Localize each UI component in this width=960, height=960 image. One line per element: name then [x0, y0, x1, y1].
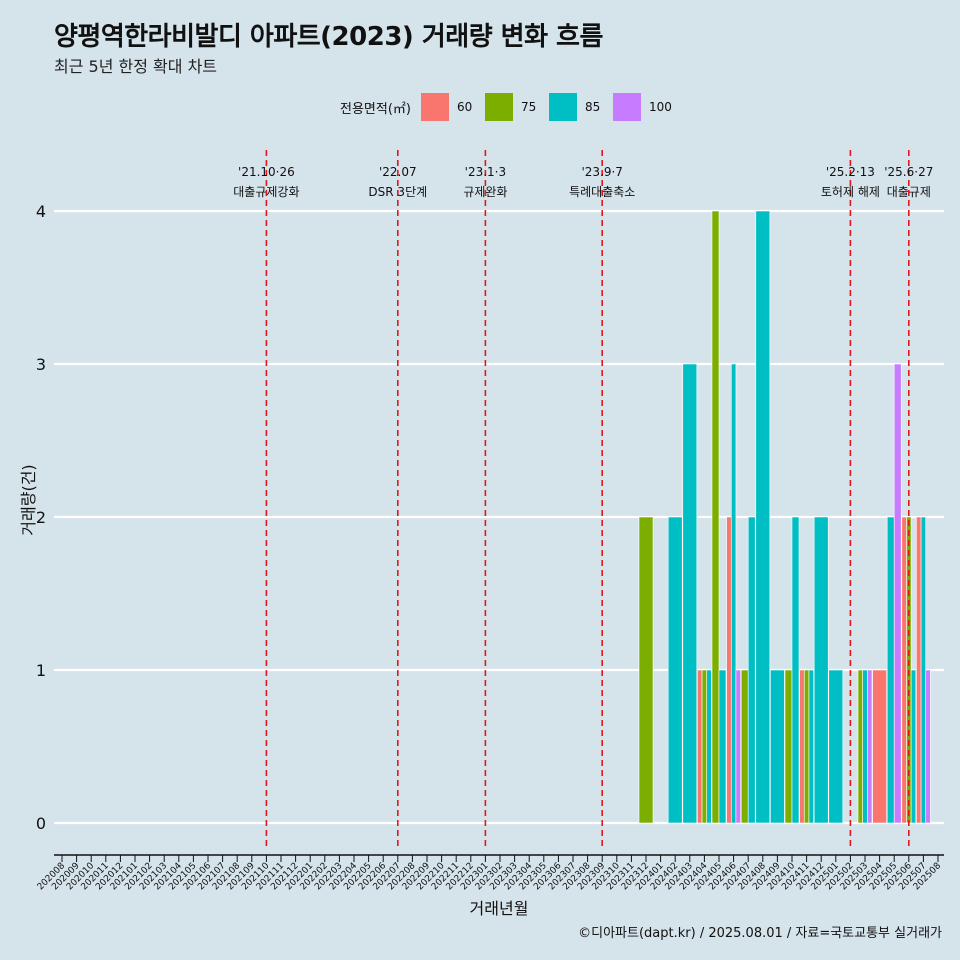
bar-85-202410	[791, 516, 800, 824]
annotation-label: 대출규제강화	[233, 185, 299, 199]
annotation-label: 특례대출축소	[569, 185, 635, 199]
bar-75-202405	[711, 210, 720, 824]
bar-75-202411	[803, 669, 810, 824]
chart-subtitle: 최근 5년 한정 확대 차트	[54, 57, 218, 76]
y-tick-label: 3	[36, 355, 46, 374]
legend-label-100: 100	[648, 100, 672, 114]
bar-100-202505	[893, 363, 902, 824]
bar-85-202506	[910, 669, 917, 824]
bar-100-202406	[735, 669, 741, 824]
legend-item-85: 85	[548, 93, 607, 121]
y-tick-label: 1	[36, 661, 46, 680]
bar-85-202409	[770, 669, 785, 824]
legend-swatch-85	[548, 93, 577, 121]
y-tick-label: 2	[36, 508, 46, 527]
legend-label-85: 85	[584, 100, 601, 114]
legend-label-60: 60	[456, 100, 473, 114]
y-tick-label: 4	[36, 202, 46, 221]
annotation-date: '25.6·27	[884, 165, 933, 179]
legend-swatch-75	[484, 93, 513, 121]
legend-title: 전용면적(㎡)	[340, 101, 411, 117]
bar-60-202507	[916, 516, 922, 824]
bar-85-202404	[706, 669, 712, 824]
bar-60-202411	[799, 669, 805, 824]
annotation-date: '23.1·3	[465, 165, 506, 179]
bar-75-202407	[740, 669, 749, 824]
bar-75-202410	[784, 669, 793, 824]
y-axis-title: 거래량(건)	[19, 464, 38, 535]
bar-85-202406	[730, 363, 737, 824]
bar-85-202403	[682, 363, 698, 824]
bar-100-202503	[867, 669, 873, 824]
bar-75-202312	[638, 516, 654, 824]
caption: ©디아파트(dapt.kr) / 2025.08.01 / 자료=국토교통부 실…	[578, 926, 942, 941]
bar-85-202407	[747, 516, 756, 824]
legend-item-100: 100	[612, 93, 672, 121]
bar-85-202411	[808, 669, 814, 824]
annotation-label: 규제완화	[463, 185, 507, 199]
annotation-label: 토허제 해제	[821, 185, 880, 199]
annotation-date: '23.9·7	[581, 165, 622, 179]
annotation-label: DSR 3단계	[368, 185, 427, 199]
bar-75-202404	[701, 669, 708, 824]
legend: 전용면적(㎡) 60 75 85 100	[340, 93, 678, 121]
bar-60-202506	[901, 516, 907, 824]
bar-85-202503	[862, 669, 868, 824]
bar-75-202503	[857, 669, 863, 824]
annotation-label: 대출규제	[887, 185, 931, 199]
bar-85-202505	[886, 516, 895, 824]
y-tick-label: 0	[36, 814, 46, 833]
legend-swatch-60	[420, 93, 449, 121]
bar-60-202406	[726, 516, 732, 824]
annotation-date: '25.2·13	[826, 165, 875, 179]
bar-85-202405	[718, 669, 727, 824]
bar-85-202412	[813, 516, 829, 824]
legend-label-75: 75	[520, 100, 537, 114]
annotation-date: '22.07	[379, 165, 417, 179]
bar-85-202408	[755, 210, 771, 824]
chart-title: 양평역한라비발디 아파트(2023) 거래량 변화 흐름	[54, 22, 603, 52]
bar-85-202507	[920, 516, 927, 824]
bar-60-202404	[697, 669, 703, 824]
bar-60-202504	[872, 669, 887, 824]
bar-85-202402	[667, 516, 683, 824]
legend-swatch-100	[612, 93, 641, 121]
x-axis-title: 거래년월	[470, 899, 529, 918]
legend-item-60: 60	[420, 93, 479, 121]
bar-85-202501	[828, 669, 844, 824]
legend-item-75: 75	[484, 93, 543, 121]
bar-100-202507	[925, 669, 931, 824]
annotation-date: '21.10·26	[238, 165, 295, 179]
